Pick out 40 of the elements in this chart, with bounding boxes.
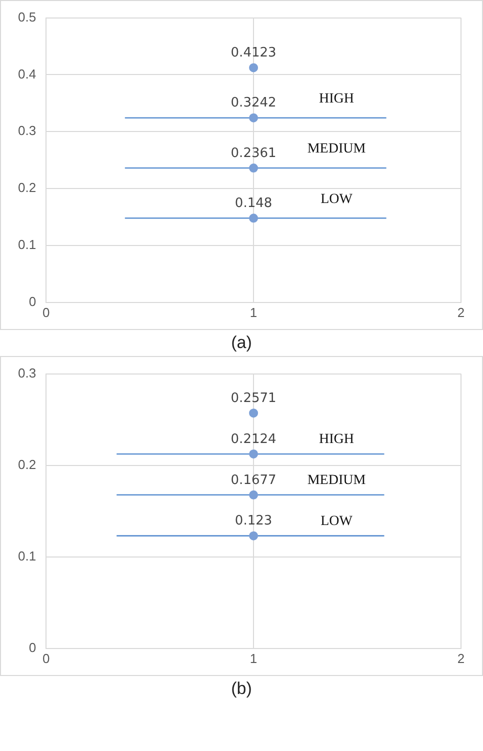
annotation: LOW — [320, 192, 354, 207]
x-tick-label: 2 — [457, 650, 465, 666]
x-tick-label: 1 — [250, 650, 258, 666]
y-tick-label: 0.2 — [18, 456, 36, 472]
point — [249, 113, 258, 122]
annotation: LOW — [320, 514, 354, 530]
y-tick-label: 0.5 — [18, 9, 36, 24]
x-tick-label: 0 — [42, 650, 50, 666]
point — [249, 214, 258, 223]
point — [249, 164, 258, 173]
y-tick-label: 0.1 — [18, 237, 36, 252]
data-label: 0.3242 — [230, 96, 276, 111]
annotation: HIGH — [319, 432, 354, 448]
point — [249, 408, 258, 418]
text: (b) — [230, 678, 253, 700]
annotation: HIGH — [319, 91, 354, 106]
y-tick-label: 0.3 — [18, 123, 36, 138]
point — [249, 449, 258, 458]
y-tick-label: 0.2 — [18, 180, 36, 196]
point — [249, 531, 258, 540]
y-tick-label: 0.3 — [18, 365, 36, 380]
y-tick-label: 0 — [28, 640, 36, 655]
annotation: MEDIUM — [307, 473, 366, 488]
data-label: 0.148 — [234, 196, 272, 212]
x-tick-label: 1 — [250, 304, 258, 320]
x-tick-label: 0 — [42, 304, 50, 320]
text: (a) — [230, 332, 253, 354]
y-tick-label: 0 — [28, 294, 36, 309]
data-label: 0.2124 — [230, 432, 276, 447]
x-tick-label: 2 — [457, 304, 465, 320]
y-tick-label: 0.4 — [18, 66, 36, 82]
data-label: 0.123 — [234, 514, 272, 529]
point — [249, 490, 258, 500]
data-label: 0.2361 — [230, 146, 276, 161]
point — [249, 63, 258, 72]
y-tick-label: 0.1 — [18, 548, 36, 564]
data-label: 0.1677 — [230, 472, 276, 488]
data-label: 0.2571 — [230, 390, 276, 406]
data-label: 0.4123 — [230, 46, 276, 61]
annotation: MEDIUM — [307, 142, 366, 157]
